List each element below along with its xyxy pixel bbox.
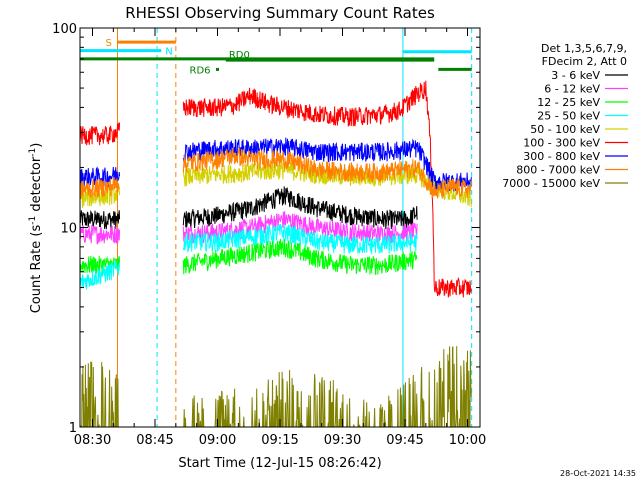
x-axis-label: Start Time (12-Jul-15 08:26:42) [178,456,381,471]
legend-header-fdecim: FDecim 2, Att 0 [542,55,627,68]
flag-label-s: S [106,38,112,49]
series-7000-15000-kev [80,346,472,428]
series-800-7000-kev [79,147,472,199]
footer-timestamp: 28-Oct-2021 14:35 [560,469,636,478]
series-25-50-kev [79,223,418,290]
series-trace-6-12-kev [182,211,418,245]
series-trace-300-800-kev [182,137,472,192]
y-axis-label-sup2: -1 [28,148,38,157]
x-tick-label: 08:30 [74,433,111,448]
x-tick-label: 09:30 [324,433,361,448]
legend-label-7000-15000-kev: 7000 - 15000 keV [502,177,600,190]
legend-header-detectors: Det 1,3,5,6,7,9, [541,42,627,55]
legend-label-12-25-kev: 12 - 25 keV [537,96,600,109]
series-6-12-kev [79,211,418,245]
x-tick-label: 08:45 [136,433,173,448]
series-50-100-kev [79,161,472,208]
legend-label-800-7000-kev: 800 - 7000 keV [516,164,600,177]
legend-label-50-100-kev: 50 - 100 keV [530,123,600,136]
y-axis-label: Count Rate (s-1 detector-1) [28,143,44,314]
y-axis-label-main: Count Rate (s [29,225,44,314]
chart-title: RHESSI Observing Summary Count Rates [125,4,435,22]
legend-label-25-50-kev: 25 - 50 keV [537,110,600,123]
x-tick-label: 10:00 [449,433,486,448]
series-trace-100-300-kev [182,80,472,298]
series-trace-12-25-kev [182,238,418,276]
x-tick-label: 09:00 [199,433,236,448]
flag-label-n: N [165,47,172,58]
x-tick-label: 09:45 [386,433,423,448]
series-trace-7000-15000-kev [183,346,472,428]
series-trace-7000-15000-kev [80,361,120,428]
series-trace-6-12-kev [79,225,121,245]
series-trace-25-50-kev [79,259,121,290]
y-axis-label-sup1: -1 [28,216,38,225]
y-tick-label: 100 [52,22,77,37]
legend-label-6-12-kev: 6 - 12 keV [544,83,600,96]
series-trace-25-50-kev [182,223,418,255]
series-trace-800-7000-kev [182,147,472,199]
series-trace-50-100-kev [182,161,472,208]
series-trace-3-6-kev [79,209,121,230]
legend-label-300-800-kev: 300 - 800 keV [523,150,600,163]
y-tick-label: 1 [69,421,77,436]
legend-label-3-6-kev: 3 - 6 keV [551,69,600,82]
series-100-300-kev [79,80,472,298]
series-trace-3-6-kev [182,186,418,230]
flag-marker-rd6 [216,67,219,71]
y-tick-label: 10 [60,222,77,237]
series-3-6-kev [79,186,418,230]
series-trace-100-300-kev [79,122,121,146]
flag-label-rd6: RD6 [190,65,211,76]
legend: Det 1,3,5,6,7,9, FDecim 2, Att 0 3 - 6 k… [502,42,628,190]
x-tick-label: 09:15 [261,433,298,448]
legend-label-100-300-kev: 100 - 300 keV [523,137,600,150]
y-axis-label-end: ) [29,143,44,148]
flag-label-rd0: RD0 [229,50,250,61]
y-axis-label-mid: detector [29,156,44,216]
series-trace-800-7000-kev [79,177,120,199]
